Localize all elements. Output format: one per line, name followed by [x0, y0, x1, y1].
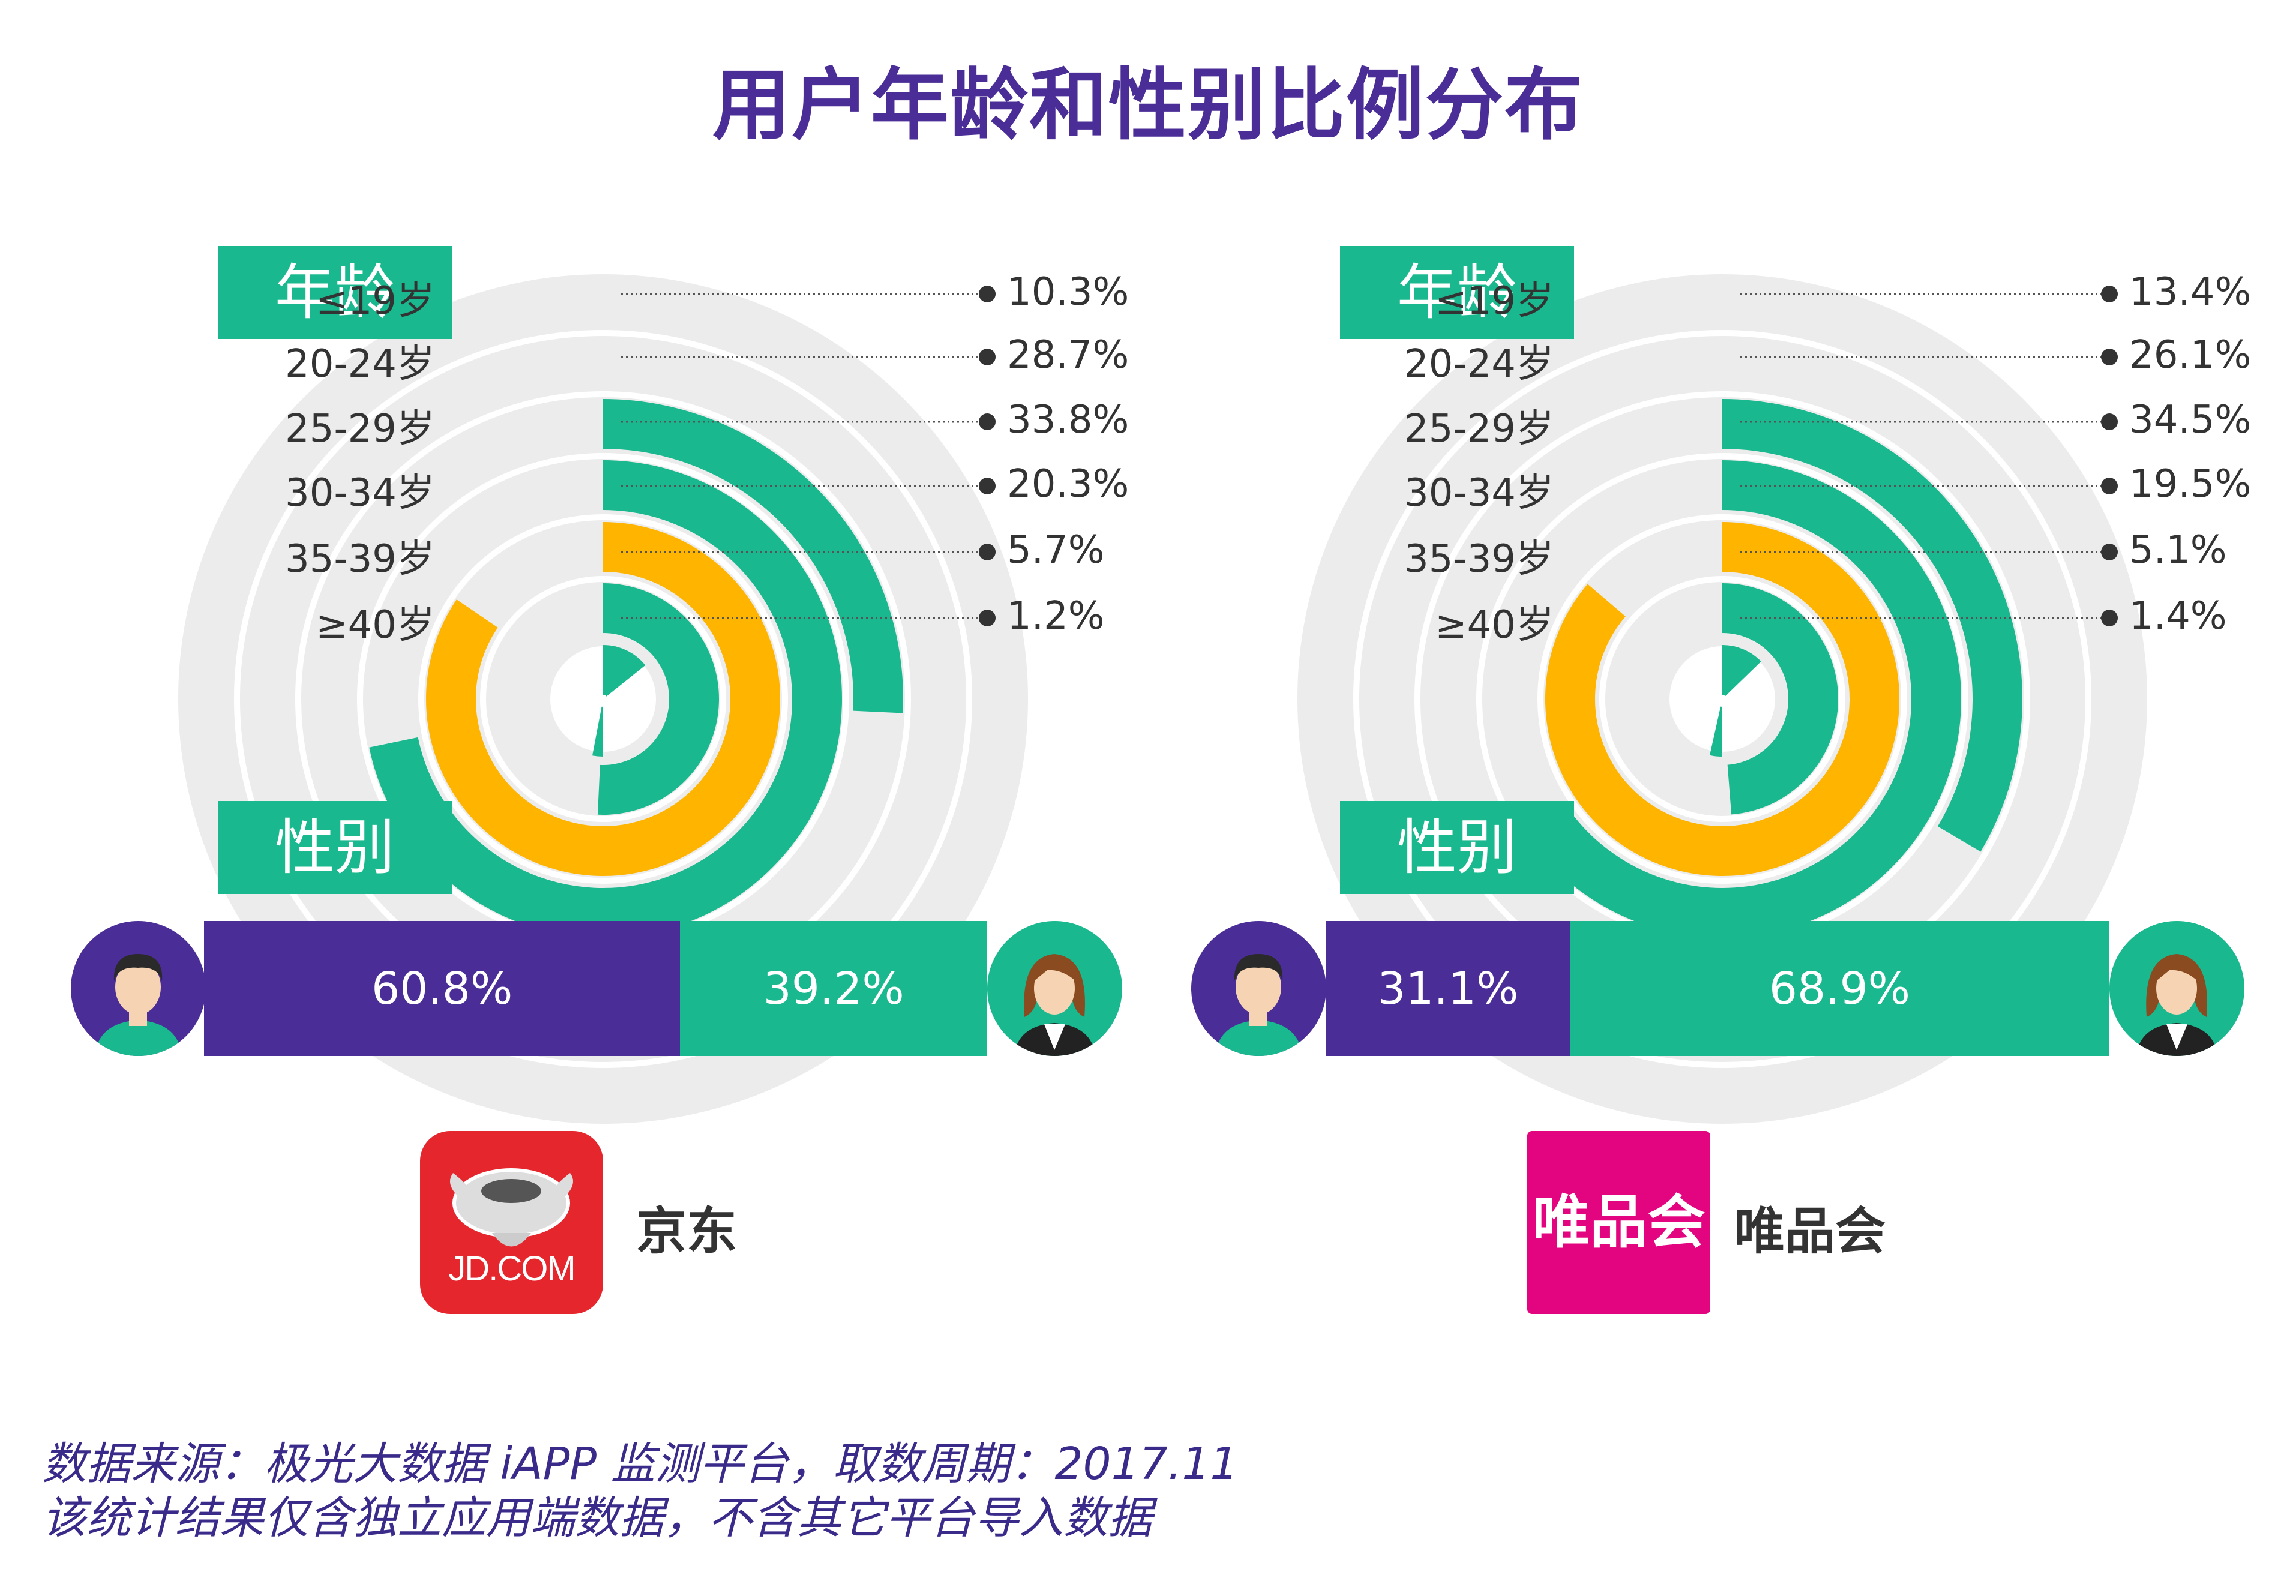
- age-tag: 年龄: [218, 246, 452, 339]
- female-avatar-icon: [987, 921, 1122, 1056]
- gender-bar-male: 60.8%: [204, 921, 681, 1056]
- male-avatar-icon: [1191, 921, 1326, 1056]
- age-value-5: 1.4%: [2129, 594, 2227, 638]
- age-label-2: 25-29岁: [1404, 407, 1554, 451]
- jd-logo-text: JD.COM: [448, 1249, 576, 1288]
- age-arc-4: [603, 645, 646, 697]
- age-arc-3: [597, 583, 720, 815]
- gender-tag: 性别: [218, 801, 452, 894]
- platform-name: 唯品会: [1734, 1202, 1886, 1261]
- age-value-2: 34.5%: [2129, 398, 2252, 442]
- age-arc-0: [603, 399, 904, 713]
- leader-dot-1: [979, 349, 996, 365]
- leader-dot-4: [979, 544, 996, 560]
- leader-dot-2: [979, 413, 996, 430]
- age-value-4: 5.1%: [2129, 528, 2227, 572]
- ring-divider: [1353, 330, 2091, 1068]
- gender-bar-female: 68.9%: [1569, 921, 2109, 1056]
- age-arc-5: [592, 706, 603, 757]
- age-label-0: ≤19岁: [315, 279, 435, 323]
- female-avatar-icon: [2109, 921, 2244, 1056]
- male-avatar-icon: [71, 921, 206, 1056]
- age-value-3: 19.5%: [2129, 462, 2252, 506]
- leader-dot-3: [2101, 478, 2118, 494]
- gender-bar-male: 31.1%: [1326, 921, 1570, 1056]
- age-label-1: 20-24岁: [285, 342, 435, 386]
- age-value-1: 26.1%: [2129, 333, 2252, 377]
- vip-logo-icon: 唯品会: [1527, 1131, 1710, 1314]
- jd-logo-icon: JD.COM: [420, 1131, 603, 1314]
- age-label-5: ≥40岁: [1434, 603, 1554, 647]
- leader-dot-1: [2101, 349, 2118, 365]
- leader-dot-5: [979, 610, 996, 626]
- age-label-5: ≥40岁: [315, 603, 435, 647]
- age-label-4: 35-39岁: [285, 537, 435, 581]
- leader-dot-5: [2101, 610, 2118, 626]
- age-value-5: 1.2%: [1007, 594, 1105, 638]
- age-value-0: 10.3%: [1007, 270, 1129, 314]
- gender-tag: 性别: [1340, 801, 1574, 894]
- leader-dot-3: [979, 478, 996, 494]
- age-label-3: 30-34岁: [1404, 471, 1554, 515]
- leader-dot-4: [2101, 544, 2118, 560]
- age-tag: 年龄: [1340, 246, 1574, 339]
- age-value-4: 5.7%: [1007, 528, 1105, 572]
- platform-name: 京东: [636, 1202, 738, 1261]
- source-line-1: 数据来源：极光大数据 iAPP 监测平台，取数周期：2017.11: [42, 1438, 1239, 1490]
- age-value-2: 33.8%: [1007, 398, 1129, 442]
- age-arc-5: [1710, 706, 1722, 757]
- age-label-2: 25-29岁: [285, 407, 435, 451]
- ring-divider: [1599, 576, 1845, 822]
- ring-divider: [480, 576, 726, 822]
- ring-divider: [418, 514, 788, 884]
- ring-divider: [234, 330, 972, 1068]
- age-value-1: 28.7%: [1007, 333, 1129, 377]
- age-label-4: 35-39岁: [1404, 537, 1554, 581]
- leader-dot-0: [2101, 286, 2118, 302]
- leader-dot-0: [979, 286, 996, 302]
- gender-bar-female: 39.2%: [680, 921, 987, 1056]
- age-arc-0: [1722, 399, 2023, 852]
- age-label-0: ≤19岁: [1434, 279, 1554, 323]
- age-arc-3: [1722, 583, 1838, 815]
- age-arc-4: [1722, 645, 1761, 697]
- leader-dot-2: [2101, 413, 2118, 430]
- source-line-2: 该统计结果仅含独立应用端数据，不含其它平台导入数据: [42, 1492, 1152, 1544]
- age-label-3: 30-34岁: [285, 471, 435, 515]
- page-title: 用户年龄和性别比例分布: [712, 59, 1584, 151]
- ring-divider: [1537, 514, 1907, 884]
- age-value-0: 13.4%: [2129, 270, 2252, 314]
- age-label-1: 20-24岁: [1404, 342, 1554, 386]
- age-value-3: 20.3%: [1007, 462, 1129, 506]
